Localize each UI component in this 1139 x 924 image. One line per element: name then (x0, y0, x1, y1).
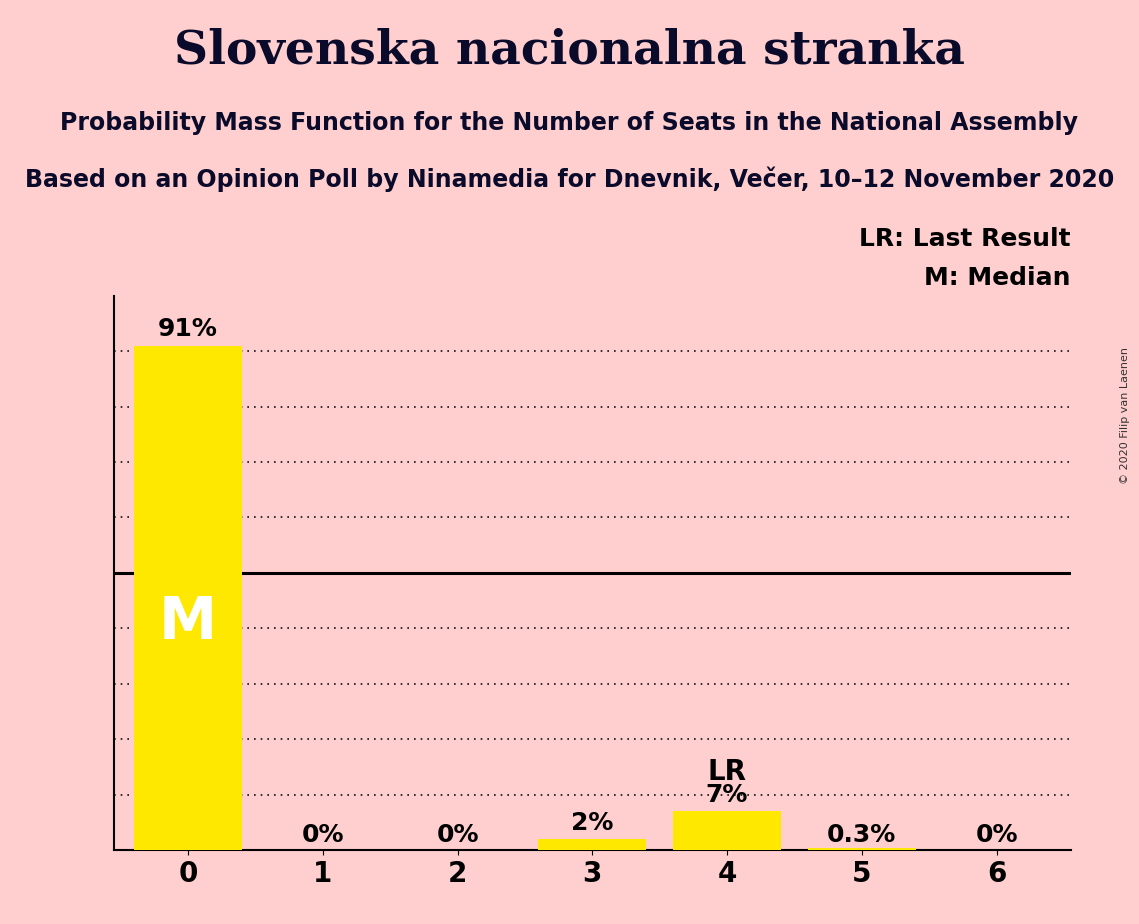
Text: M: Median: M: Median (924, 266, 1071, 290)
Text: 0.3%: 0.3% (827, 823, 896, 847)
Text: Slovenska nacionalna stranka: Slovenska nacionalna stranka (174, 28, 965, 74)
Bar (808, 848, 916, 850)
Text: LR: Last Result: LR: Last Result (859, 227, 1071, 251)
Bar (539, 839, 646, 850)
Text: 0%: 0% (436, 823, 478, 847)
Text: M: M (159, 594, 218, 651)
Text: 7%: 7% (706, 783, 748, 807)
Text: Probability Mass Function for the Number of Seats in the National Assembly: Probability Mass Function for the Number… (60, 111, 1079, 135)
Text: 2%: 2% (571, 810, 614, 834)
Text: 0%: 0% (975, 823, 1018, 847)
Text: 91%: 91% (158, 317, 218, 341)
Bar (134, 346, 241, 850)
Bar (673, 811, 781, 850)
Text: Based on an Opinion Poll by Ninamedia for Dnevnik, Večer, 10–12 November 2020: Based on an Opinion Poll by Ninamedia fo… (25, 166, 1114, 192)
Text: © 2020 Filip van Laenen: © 2020 Filip van Laenen (1121, 347, 1130, 484)
Text: LR: LR (707, 759, 746, 786)
Text: 0%: 0% (302, 823, 344, 847)
